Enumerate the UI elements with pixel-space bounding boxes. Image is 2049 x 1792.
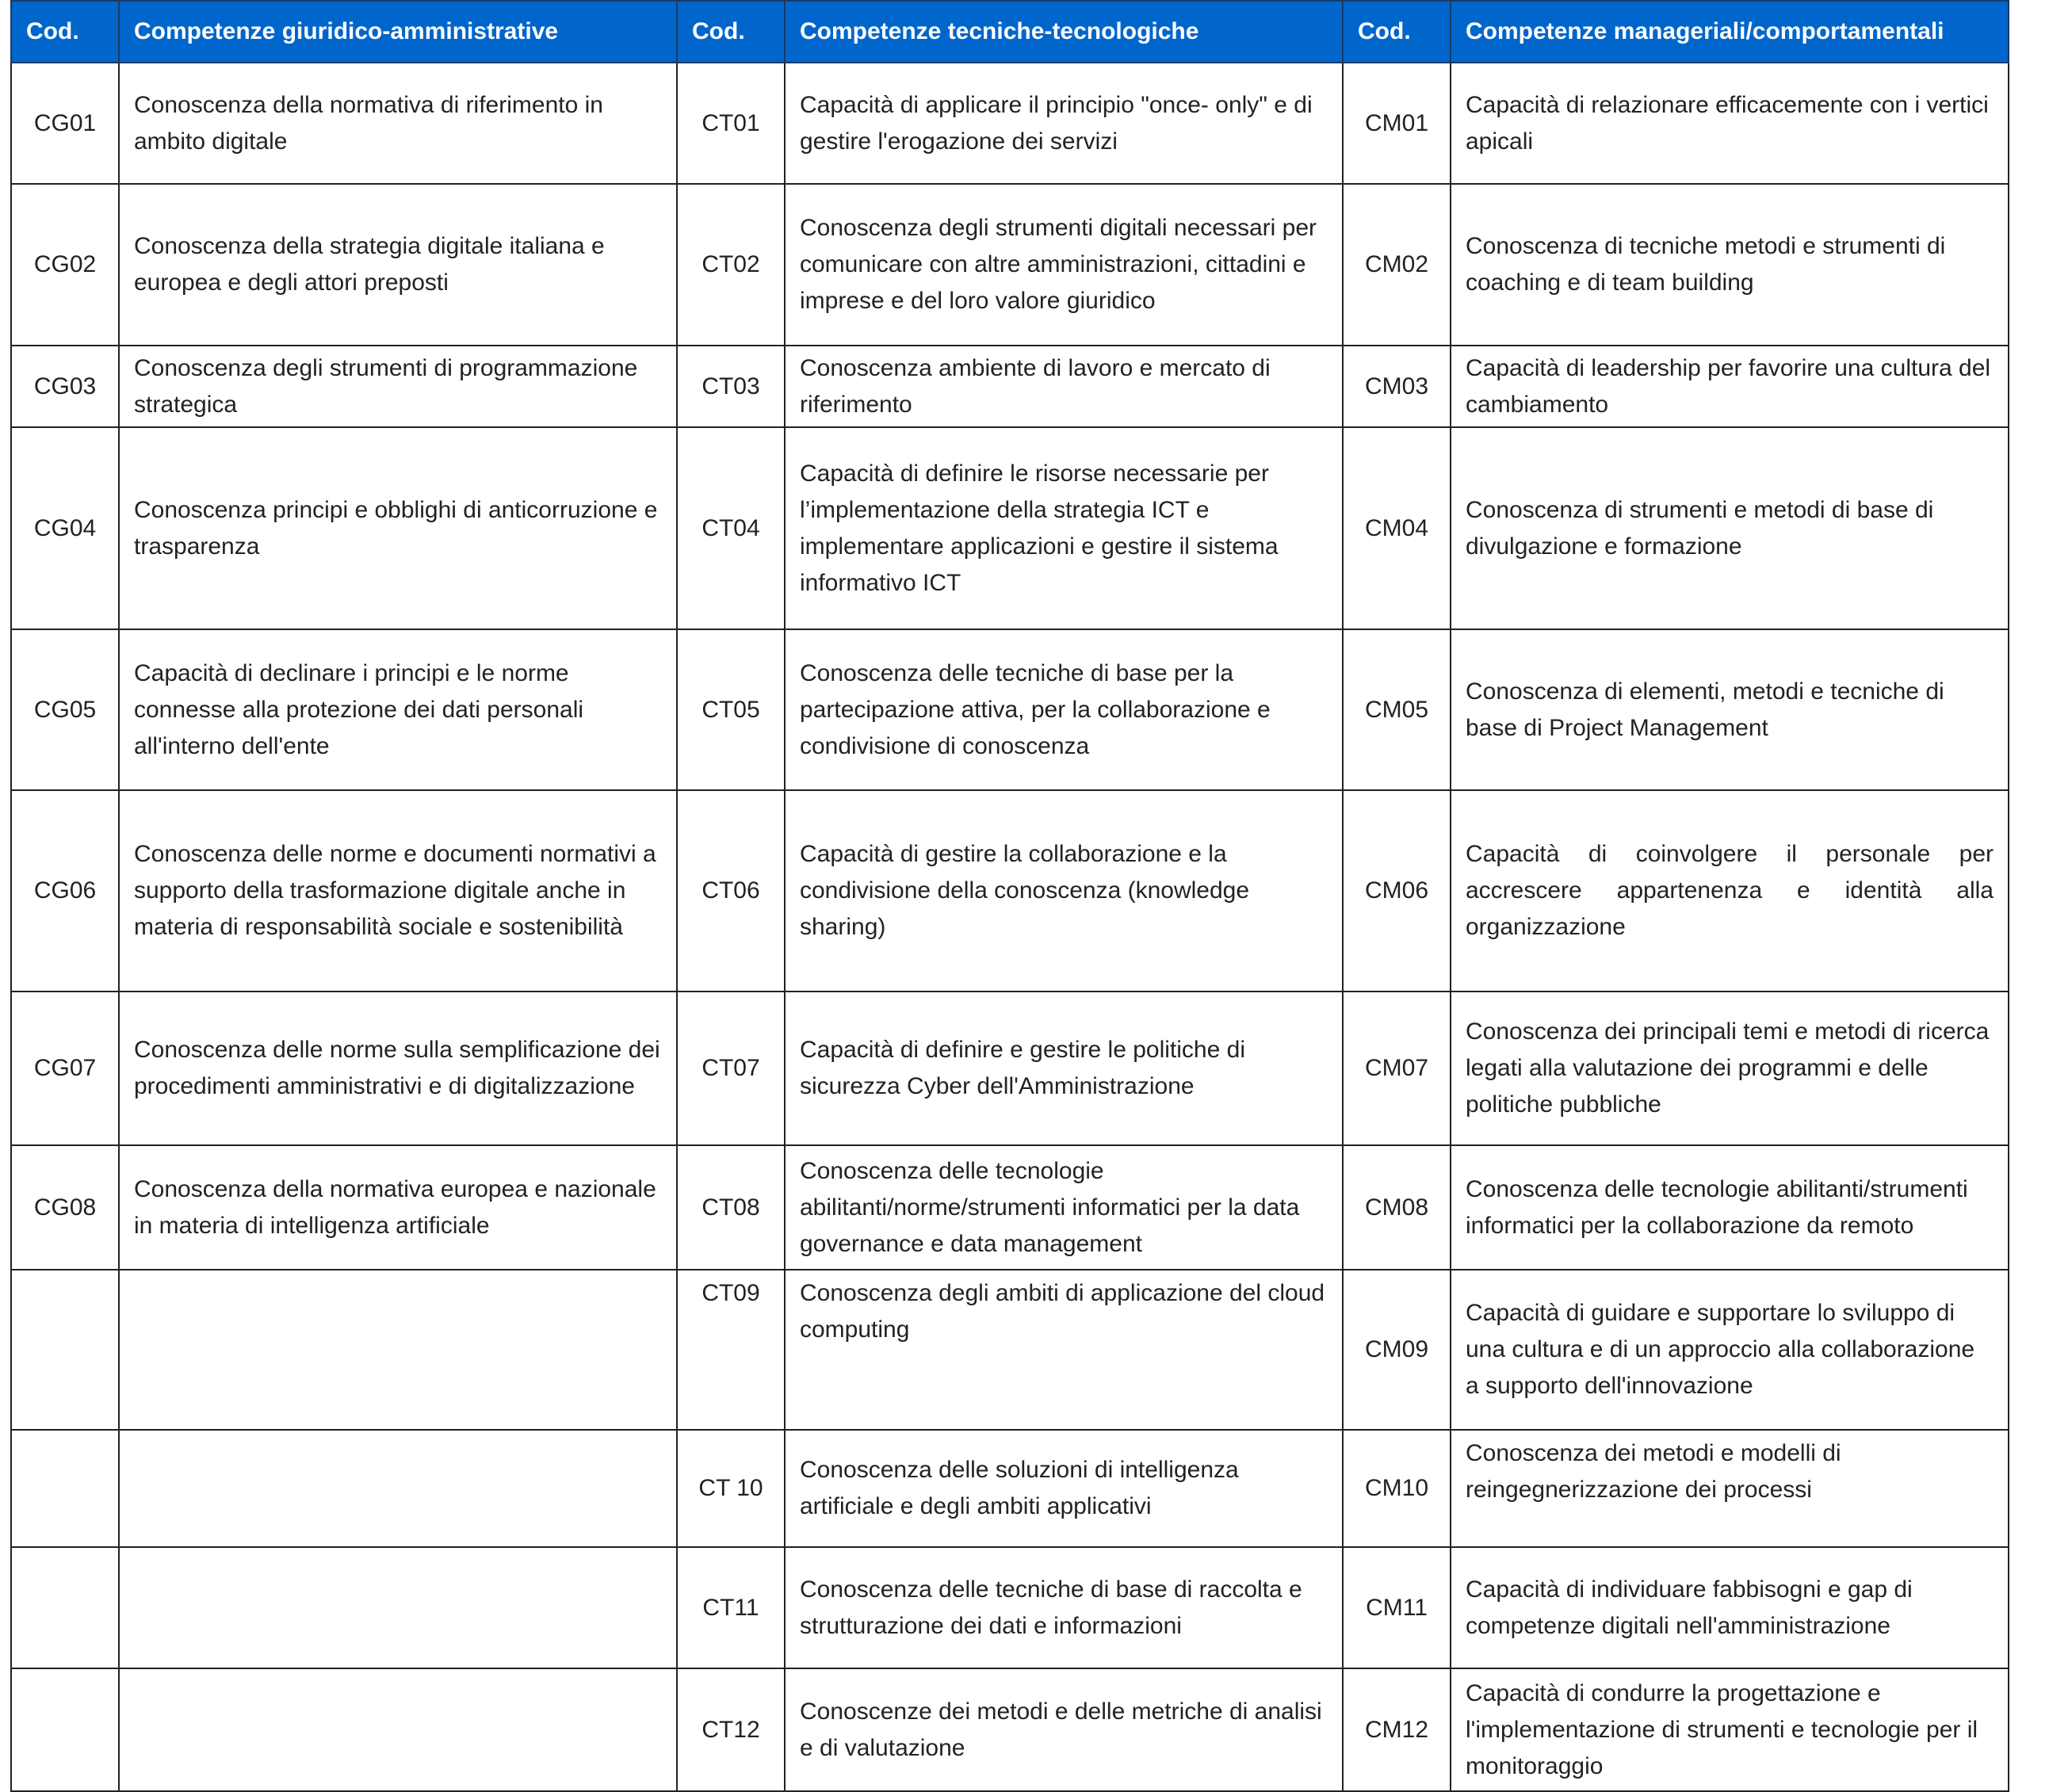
code-cell-cm: CM01 [1342,62,1451,185]
code-cell-ct: CT02 [676,183,786,346]
description-cell-cg: Conoscenza principi e obblighi di antico… [118,426,678,630]
header-cod-ct: Cod. [676,0,786,63]
code-cell-ct: CT03 [676,345,786,428]
description-cell-ct: Capacità di gestire la collaborazione e … [784,789,1344,992]
code-cell-cm: CM03 [1342,345,1451,428]
description-cell-ct: Conoscenza delle soluzioni di intelligen… [784,1429,1344,1548]
table-row: CG08 Conoscenza della normativa europea e… [10,1144,2009,1270]
code-cell-cg [10,1668,120,1792]
description-cell-ct: Conoscenza delle tecniche di base di rac… [784,1546,1344,1669]
description-cell-cm: Capacità di condurre la progettazione e … [1450,1668,2009,1792]
code-cell-cm: CM08 [1342,1144,1451,1270]
description-cell-cm: Conoscenza dei metodi e modelli di reing… [1450,1429,2009,1548]
description-cell-cg: Conoscenza della normativa di riferiment… [118,62,678,185]
table-row: CT11 Conoscenza delle tecniche di base di… [10,1546,2009,1669]
table-row: CT 10 Conoscenza delle soluzioni di intel… [10,1429,2009,1548]
code-cell-ct: CT07 [676,991,786,1146]
code-cell-cm: CM07 [1342,991,1451,1146]
table-row: CG02 Conoscenza della strategia digitale … [10,183,2009,346]
code-cell-cg [10,1269,120,1431]
header-giuridico: Competenze giuridico-amministrative [118,0,678,63]
code-cell-ct: CT04 [676,426,786,630]
table-body: CG01 Conoscenza della normativa di riferi… [10,62,2009,1792]
description-cell-cg: Conoscenza degli strumenti di programmaz… [118,345,678,428]
code-cell-cg: CG02 [10,183,120,346]
description-cell-ct: Capacità di applicare il principio "once… [784,62,1344,185]
description-cell-ct: Capacità di definire e gestire le politi… [784,991,1344,1146]
description-cell-cm: Conoscenza delle tecnologie abilitanti/s… [1450,1144,2009,1270]
code-cell-ct: CT11 [676,1546,786,1669]
code-cell-ct: CT06 [676,789,786,992]
code-cell-cg [10,1429,120,1548]
description-cell-cg: Conoscenza delle norme sulla semplificaz… [118,991,678,1146]
header-row: Cod. Competenze giuridico-amministrative… [10,0,2009,63]
table-row: CT09 Conoscenza degli ambiti di applicazi… [10,1269,2009,1431]
code-cell-cm: CM09 [1342,1269,1451,1431]
code-cell-cg: CG07 [10,991,120,1146]
code-cell-cm: CM04 [1342,426,1451,630]
header-tecniche: Competenze tecniche-tecnologiche [784,0,1344,63]
description-cell-ct: Capacità di definire le risorse necessar… [784,426,1344,630]
code-cell-ct: CT05 [676,629,786,791]
code-cell-cm: CM05 [1342,629,1451,791]
description-cell-cg [118,1668,678,1792]
competence-table: Cod. Competenze giuridico-amministrative… [10,0,2009,1792]
header-cod-cm: Cod. [1342,0,1451,63]
header-manageriali: Competenze manageriali/comportamentali [1450,0,2009,63]
code-cell-cg: CG03 [10,345,120,428]
description-cell-ct: Conoscenza delle tecniche di base per la… [784,629,1344,791]
code-cell-cg: CG04 [10,426,120,630]
code-cell-cg: CG08 [10,1144,120,1270]
description-cell-cm: Capacità di coinvolgere il personale per… [1450,789,2009,992]
table-row: CG05 Capacità di declinare i principi e l… [10,629,2009,791]
description-cell-cm: Capacità di guidare e supportare lo svil… [1450,1269,2009,1431]
description-cell-cg: Conoscenza della normativa europea e naz… [118,1144,678,1270]
table-row: CG01 Conoscenza della normativa di riferi… [10,62,2009,185]
code-cell-ct: CT09 [676,1269,786,1431]
header-cod-cg: Cod. [10,0,120,63]
description-cell-cm: Conoscenza di elementi, metodi e tecnich… [1450,629,2009,791]
code-cell-cm: CM02 [1342,183,1451,346]
description-cell-cm: Conoscenza di strumenti e metodi di base… [1450,426,2009,630]
description-cell-cg: Capacità di declinare i principi e le no… [118,629,678,791]
description-cell-ct: Conoscenza degli ambiti di applicazione … [784,1269,1344,1431]
code-cell-cg: CG05 [10,629,120,791]
description-cell-cg [118,1429,678,1548]
table-row: CG07 Conoscenza delle norme sulla semplif… [10,991,2009,1146]
description-cell-cm: Conoscenza dei principali temi e metodi … [1450,991,2009,1146]
description-cell-ct: Conoscenze dei metodi e delle metriche d… [784,1668,1344,1792]
description-cell-ct: Conoscenza degli strumenti digitali nece… [784,183,1344,346]
description-cell-cm: Capacità di individuare fabbisogni e gap… [1450,1546,2009,1669]
code-cell-ct: CT08 [676,1144,786,1270]
description-cell-ct: Conoscenza delle tecnologie abilitanti/n… [784,1144,1344,1270]
code-cell-cm: CM11 [1342,1546,1451,1669]
table-row: CT12 Conoscenze dei metodi e delle metric… [10,1668,2009,1792]
description-cell-cg [118,1269,678,1431]
code-cell-cg: CG01 [10,62,120,185]
code-cell-cm: CM06 [1342,789,1451,992]
description-cell-cm: Capacità di relazionare efficacemente co… [1450,62,2009,185]
code-cell-cm: CM12 [1342,1668,1451,1792]
description-cell-cm: Capacità di leadership per favorire una … [1450,345,2009,428]
code-cell-ct: CT12 [676,1668,786,1792]
code-cell-cg: CG06 [10,789,120,992]
description-cell-cm: Conoscenza di tecniche metodi e strument… [1450,183,2009,346]
table-row: CG03 Conoscenza degli strumenti di progra… [10,345,2009,428]
code-cell-cm: CM10 [1342,1429,1451,1548]
code-cell-cg [10,1546,120,1669]
table-row: CG06 Conoscenza delle norme e documenti n… [10,789,2009,992]
description-cell-cg: Conoscenza delle norme e documenti norma… [118,789,678,992]
description-cell-cg: Conoscenza della strategia digitale ital… [118,183,678,346]
code-cell-ct: CT 10 [676,1429,786,1548]
description-cell-cg [118,1546,678,1669]
description-cell-ct: Conoscenza ambiente di lavoro e mercato … [784,345,1344,428]
code-cell-ct: CT01 [676,62,786,185]
table-row: CG04 Conoscenza principi e obblighi di an… [10,426,2009,630]
